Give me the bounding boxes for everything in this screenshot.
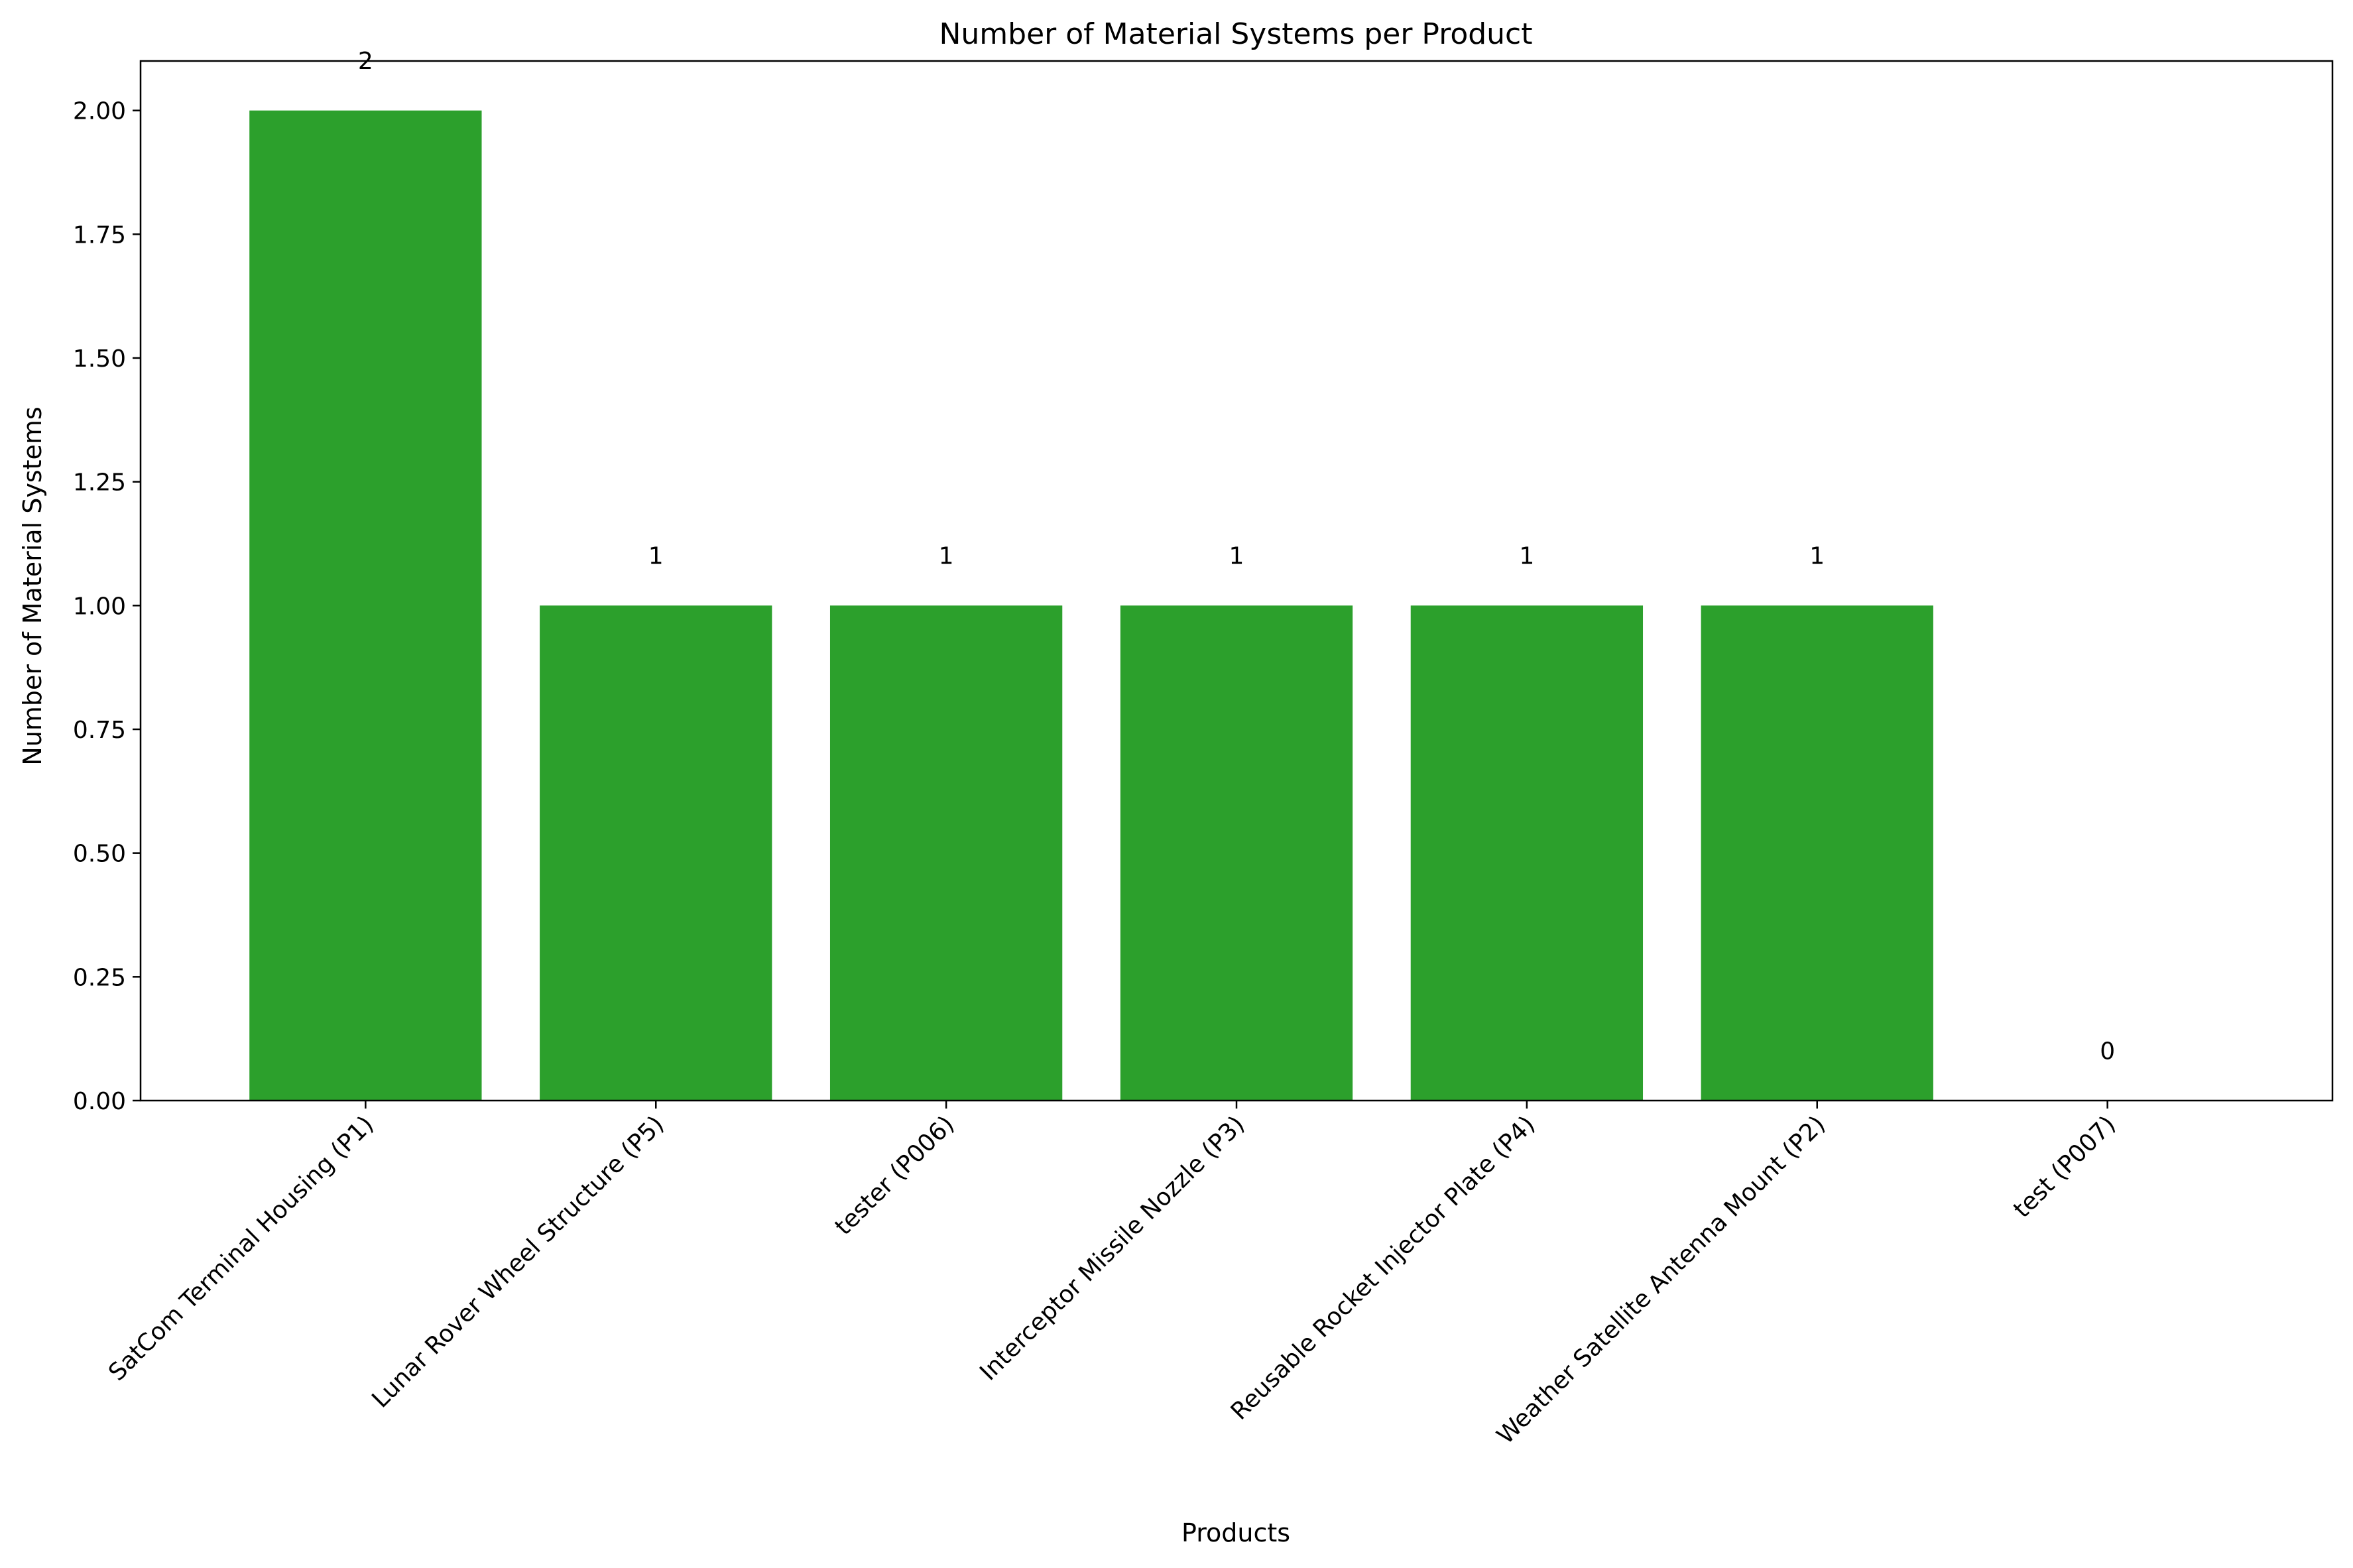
x-tick-label: tester (P006): [830, 1111, 960, 1240]
y-tick-label: 1.25: [73, 469, 126, 497]
bar: [540, 605, 772, 1101]
y-tick-label: 1.00: [73, 593, 126, 620]
bar: [249, 110, 482, 1101]
y-tick-label: 1.50: [73, 345, 126, 373]
x-tick-label: Interceptor Missile Nozzle (P3): [975, 1111, 1250, 1386]
bar-value-label: 1: [1229, 543, 1244, 570]
y-axis-label: Number of Material Systems: [18, 406, 47, 765]
bar: [1410, 605, 1644, 1101]
y-tick-label: 0.25: [73, 964, 126, 991]
bar: [1120, 605, 1353, 1101]
bar: [1701, 605, 1933, 1101]
bar-value-label: 1: [939, 543, 954, 570]
x-tick-label: test (P007): [2008, 1111, 2121, 1223]
y-tick-label: 0.75: [73, 717, 126, 744]
y-axis-ticks: 0.00 0.25 0.50 0.75 1.00 1.25 1.50 1.75 2.00: [73, 98, 141, 1115]
y-tick-label: 0.50: [73, 841, 126, 868]
x-tick-label: Lunar Rover Wheel Structure (P5): [367, 1111, 669, 1413]
value-labels-group: 21 1 1 1 10: [358, 48, 2115, 1065]
bar-value-label: 1: [648, 543, 664, 570]
bar-value-label: 1: [1519, 543, 1534, 570]
bar-value-label: 0: [2100, 1038, 2115, 1065]
bar-value-label: 1: [1809, 543, 1825, 570]
chart-title: Number of Material Systems per Product: [939, 17, 1533, 51]
x-tick-label: Weather Satellite Antenna Mount (P2): [1492, 1111, 1831, 1449]
y-tick-label: 0.00: [73, 1088, 126, 1115]
x-tick-label: SatCom Terminal Housing (P1): [103, 1111, 379, 1386]
plot-frame: [139, 60, 2334, 1102]
bar: [829, 605, 1063, 1101]
bars-group: [249, 110, 1933, 1101]
x-tick-label: Reusable Rocket Injector Plate (P4): [1226, 1111, 1541, 1425]
y-tick-label: 1.75: [73, 221, 126, 249]
x-axis-label: Products: [1181, 1518, 1290, 1547]
x-axis-ticks: SatCom Terminal Housing (P1)Lunar Rover …: [103, 1101, 2121, 1449]
y-tick-label: 2.00: [73, 98, 126, 125]
